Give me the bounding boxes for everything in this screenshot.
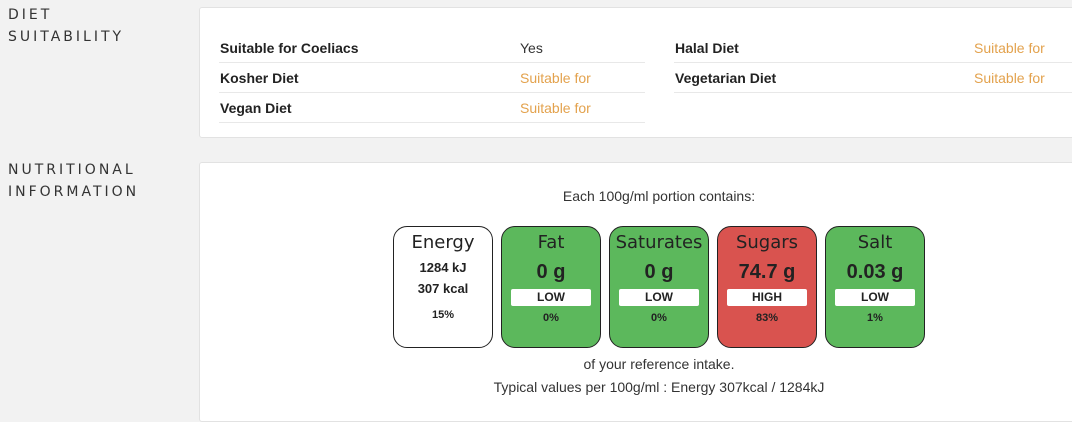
- tile-level-badge: LOW: [835, 289, 915, 306]
- diet-section-label: DIET SUITABILITY: [8, 4, 124, 48]
- diet-value: Suitable for: [974, 70, 1045, 86]
- energy-kj: 1284 kJ: [419, 260, 467, 275]
- tile-amount: 0.03 g: [846, 261, 904, 283]
- tile-name: Sugars: [735, 232, 799, 253]
- tile-amount: 74.7 g: [738, 261, 796, 283]
- tile-percent: 15%: [431, 309, 455, 321]
- diet-row: Vegan Diet Suitable for: [219, 93, 645, 123]
- diet-label-line1: DIET: [8, 7, 53, 23]
- diet-value: Yes: [520, 40, 543, 56]
- tile-name: Saturates: [615, 232, 703, 253]
- diet-name: Suitable for Coeliacs: [220, 40, 359, 56]
- tile-amount: 0 g: [536, 261, 566, 283]
- energy-tile: Energy 1284 kJ 307 kcal 15%: [393, 226, 493, 348]
- energy-kcal: 307 kcal: [417, 281, 469, 296]
- diet-row: Kosher Diet Suitable for: [219, 63, 645, 93]
- nutrition-section-label: NUTRITIONAL INFORMATION: [8, 159, 139, 203]
- diet-value: Suitable for: [520, 70, 591, 86]
- tile-percent: 83%: [755, 312, 779, 324]
- diet-row: Suitable for Coeliacs Yes: [219, 33, 645, 63]
- diet-value: Suitable for: [974, 40, 1045, 56]
- tile-level-badge: HIGH: [727, 289, 807, 306]
- nutritional-information-card: Each 100g/ml portion contains: Energy 12…: [199, 162, 1072, 422]
- tile-percent: 0%: [651, 312, 667, 324]
- diet-row: Vegetarian Diet Suitable for: [674, 63, 1072, 93]
- diet-row: Halal Diet Suitable for: [674, 33, 1072, 63]
- fat-tile: Fat 0 g LOW 0%: [501, 226, 601, 348]
- sugars-tile: Sugars 74.7 g HIGH 83%: [717, 226, 817, 348]
- portion-intro: Each 100g/ml portion contains:: [562, 188, 756, 204]
- tile-amount: 0 g: [644, 261, 674, 283]
- diet-name: Vegetarian Diet: [675, 70, 777, 86]
- saturates-tile: Saturates 0 g LOW 0%: [609, 226, 709, 348]
- nutrition-label-line1: NUTRITIONAL: [8, 162, 136, 178]
- diet-column-left: Suitable for Coeliacs Yes Kosher Diet Su…: [219, 33, 645, 123]
- diet-name: Vegan Diet: [220, 100, 292, 116]
- reference-intake-text: of your reference intake.: [583, 356, 735, 372]
- tile-name: Energy: [411, 232, 475, 253]
- tile-name: Salt: [857, 232, 893, 253]
- diet-label-line2: SUITABILITY: [8, 29, 125, 45]
- diet-suitability-card: Suitable for Coeliacs Yes Kosher Diet Su…: [199, 7, 1072, 138]
- tile-percent: 0%: [543, 312, 559, 324]
- diet-column-right: Halal Diet Suitable for Vegetarian Diet …: [674, 33, 1072, 93]
- tile-level-badge: LOW: [511, 289, 591, 306]
- diet-value: Suitable for: [520, 100, 591, 116]
- nutrition-label-line2: INFORMATION: [8, 184, 140, 200]
- salt-tile: Salt 0.03 g LOW 1%: [825, 226, 925, 348]
- tile-level-badge: LOW: [619, 289, 699, 306]
- diet-name: Kosher Diet: [220, 70, 299, 86]
- diet-name: Halal Diet: [675, 40, 739, 56]
- tile-percent: 1%: [867, 312, 883, 324]
- tile-name: Fat: [537, 232, 565, 253]
- typical-values-text: Typical values per 100g/ml : Energy 307k…: [493, 379, 825, 395]
